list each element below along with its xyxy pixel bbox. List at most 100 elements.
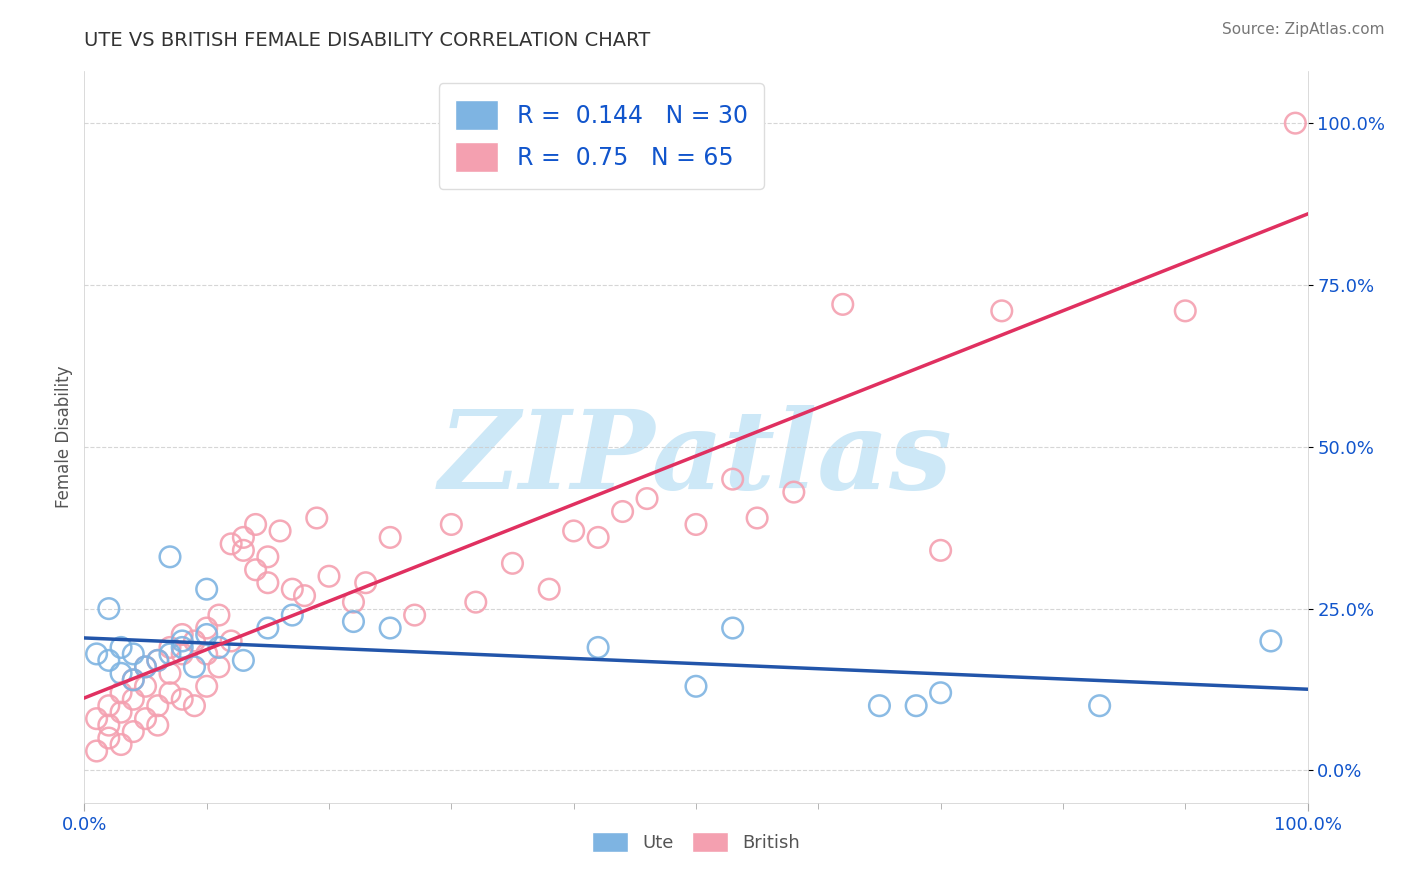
- Point: [269, 524, 291, 538]
- Point: [122, 724, 145, 739]
- Point: [135, 660, 157, 674]
- Point: [97, 718, 120, 732]
- Point: [208, 660, 231, 674]
- Point: [86, 744, 108, 758]
- Point: [721, 472, 744, 486]
- Point: [685, 679, 707, 693]
- Point: [110, 666, 132, 681]
- Point: [135, 712, 157, 726]
- Point: [257, 621, 280, 635]
- Point: [172, 647, 194, 661]
- Point: [122, 692, 145, 706]
- Point: [905, 698, 928, 713]
- Point: [1284, 116, 1306, 130]
- Point: [195, 647, 218, 661]
- Point: [159, 647, 181, 661]
- Point: [232, 543, 254, 558]
- Point: [318, 569, 340, 583]
- Point: [159, 686, 181, 700]
- Point: [183, 660, 205, 674]
- Point: [122, 673, 145, 687]
- Point: [146, 653, 169, 667]
- Point: [195, 627, 218, 641]
- Point: [232, 653, 254, 667]
- Point: [783, 485, 806, 500]
- Point: [86, 712, 108, 726]
- Point: [86, 647, 108, 661]
- Point: [208, 640, 231, 655]
- Point: [110, 738, 132, 752]
- Point: [110, 705, 132, 719]
- Point: [562, 524, 585, 538]
- Point: [612, 504, 634, 518]
- Point: [172, 640, 194, 655]
- Point: [172, 627, 194, 641]
- Point: [97, 698, 120, 713]
- Point: [538, 582, 561, 597]
- Point: [135, 660, 157, 674]
- Point: [219, 634, 242, 648]
- Point: [122, 673, 145, 687]
- Point: [440, 517, 463, 532]
- Point: [281, 608, 304, 623]
- Point: [305, 511, 328, 525]
- Point: [586, 530, 609, 544]
- Point: [648, 116, 671, 130]
- Point: [110, 686, 132, 700]
- Point: [747, 511, 769, 525]
- Point: [636, 491, 658, 506]
- Point: [354, 575, 377, 590]
- Point: [342, 595, 364, 609]
- Point: [245, 563, 267, 577]
- Point: [208, 608, 231, 623]
- Point: [257, 549, 280, 564]
- Point: [97, 731, 120, 745]
- Point: [183, 698, 205, 713]
- Point: [195, 621, 218, 635]
- Point: [464, 595, 486, 609]
- Point: [110, 640, 132, 655]
- Point: [146, 698, 169, 713]
- Text: UTE VS BRITISH FEMALE DISABILITY CORRELATION CHART: UTE VS BRITISH FEMALE DISABILITY CORRELA…: [84, 31, 651, 50]
- Point: [991, 303, 1014, 318]
- Point: [586, 640, 609, 655]
- Point: [281, 582, 304, 597]
- Point: [195, 582, 218, 597]
- Point: [1260, 634, 1282, 648]
- Point: [1174, 303, 1197, 318]
- Point: [929, 686, 952, 700]
- Point: [721, 621, 744, 635]
- Point: [172, 692, 194, 706]
- Point: [232, 530, 254, 544]
- Text: ZIPatlas: ZIPatlas: [439, 405, 953, 513]
- Point: [183, 634, 205, 648]
- Point: [404, 608, 426, 623]
- Point: [257, 575, 280, 590]
- Point: [685, 517, 707, 532]
- Point: [380, 621, 402, 635]
- Point: [831, 297, 853, 311]
- Point: [294, 589, 316, 603]
- Point: [502, 557, 524, 571]
- Point: [135, 679, 157, 693]
- Point: [219, 537, 242, 551]
- Point: [97, 653, 120, 667]
- Point: [342, 615, 364, 629]
- Point: [159, 640, 181, 655]
- Point: [146, 718, 169, 732]
- Point: [1088, 698, 1111, 713]
- Point: [195, 679, 218, 693]
- Point: [929, 543, 952, 558]
- Text: Source: ZipAtlas.com: Source: ZipAtlas.com: [1222, 22, 1385, 37]
- Y-axis label: Female Disability: Female Disability: [55, 366, 73, 508]
- Point: [159, 666, 181, 681]
- Point: [869, 698, 891, 713]
- Point: [146, 653, 169, 667]
- Point: [159, 549, 181, 564]
- Point: [245, 517, 267, 532]
- Point: [172, 634, 194, 648]
- Point: [97, 601, 120, 615]
- Point: [380, 530, 402, 544]
- Legend: Ute, British: Ute, British: [585, 824, 807, 860]
- Point: [122, 647, 145, 661]
